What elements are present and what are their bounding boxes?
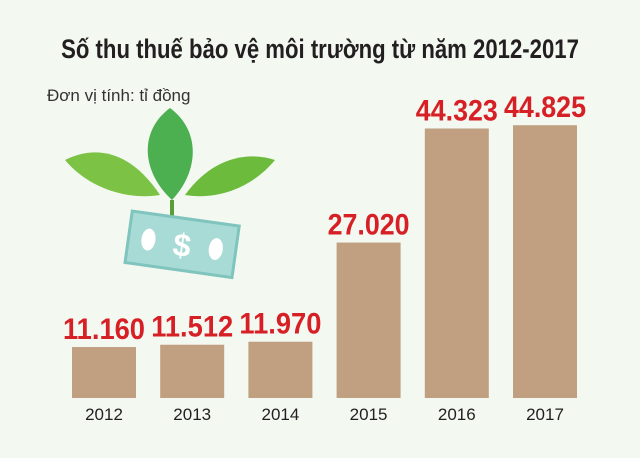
x-tick-label: 2012	[85, 405, 123, 424]
data-label-2012: 11.160	[63, 313, 145, 346]
data-label-2017: 44.825	[504, 91, 586, 124]
leaf-right-icon	[185, 156, 275, 197]
plant-money-illustration: $	[65, 108, 275, 280]
bar-2014	[248, 341, 313, 398]
x-tick-label: 2014	[261, 405, 299, 424]
leaf-center-icon	[147, 108, 193, 200]
data-label-2014: 11.970	[239, 308, 321, 341]
leaf-left-icon	[65, 152, 160, 197]
x-tick-label: 2013	[173, 405, 211, 424]
x-tick-label: 2017	[526, 405, 564, 424]
chart-title: Số thu thuế bảo vệ môi trường từ năm 201…	[61, 34, 579, 64]
bar-2012	[72, 347, 136, 398]
bar-2015	[336, 242, 401, 398]
data-label-2013: 11.512	[151, 311, 233, 344]
money-note-icon: $	[123, 209, 241, 280]
x-tick-label: 2016	[438, 405, 476, 424]
data-label-2015: 27.020	[328, 209, 410, 242]
bar-2017	[513, 125, 577, 398]
bar-2013	[160, 344, 225, 398]
x-tick-label: 2015	[350, 405, 388, 424]
svg-text:$: $	[171, 226, 194, 264]
bar-2016	[424, 128, 489, 399]
unit-label: Đơn vị tính: tỉ đồng	[47, 86, 191, 105]
data-label-2016: 44.323	[416, 95, 498, 128]
